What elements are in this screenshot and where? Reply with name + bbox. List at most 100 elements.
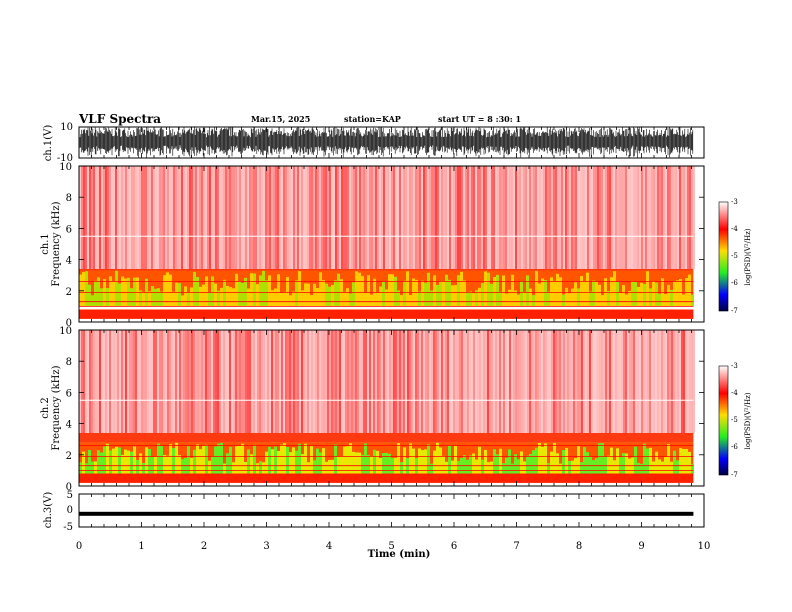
- band-column: [121, 454, 124, 474]
- band-column: [322, 280, 325, 307]
- band-column: [589, 456, 592, 474]
- spectral-column: [691, 166, 693, 269]
- time-tick-label: 7: [513, 541, 519, 552]
- spectral-column: [667, 330, 669, 433]
- spectral-column: [621, 330, 623, 433]
- spectral-column: [381, 166, 383, 269]
- spectral-column: [181, 166, 183, 269]
- spectral-column: [223, 330, 225, 433]
- band-column: [379, 286, 382, 307]
- spectral-column: [311, 166, 313, 269]
- spectral-column: [183, 330, 185, 433]
- band-column: [610, 277, 613, 307]
- spectral-column: [277, 330, 279, 433]
- spectral-column: [407, 330, 409, 433]
- spectral-column: [455, 166, 457, 269]
- spectral-column: [525, 166, 527, 269]
- spectral-column: [129, 330, 131, 433]
- spectral-column: [505, 330, 507, 433]
- spectral-column: [635, 166, 637, 269]
- spectral-column: [601, 166, 603, 269]
- band-column: [475, 459, 478, 474]
- spectral-column: [605, 166, 607, 269]
- spectral-column: [495, 166, 497, 269]
- spectral-column: [337, 330, 339, 433]
- spectral-column: [523, 330, 525, 433]
- spectral-column: [683, 166, 685, 269]
- spectral-column: [359, 166, 361, 269]
- spectral-column: [561, 330, 563, 433]
- band-column: [478, 287, 481, 307]
- spectral-column: [513, 330, 515, 433]
- spectral-column: [469, 166, 471, 269]
- spectral-column: [133, 330, 135, 433]
- band-column: [280, 292, 283, 307]
- band-column: [139, 453, 142, 474]
- spectral-column: [383, 330, 385, 433]
- spectral-column: [623, 330, 625, 433]
- spectral-column: [361, 330, 363, 433]
- band-column: [97, 450, 100, 474]
- spectral-column: [543, 166, 545, 269]
- spectral-column: [645, 330, 647, 433]
- spectral-column: [429, 330, 431, 433]
- spectral-column: [165, 166, 167, 269]
- spectral-column: [333, 166, 335, 269]
- spectral-column: [357, 166, 359, 269]
- spectral-column: [363, 330, 365, 433]
- band-column: [268, 446, 271, 474]
- spectral-column: [581, 330, 583, 433]
- spectral-column: [263, 330, 265, 433]
- band-column: [358, 452, 361, 474]
- band-column: [307, 462, 310, 474]
- spectral-column: [191, 166, 193, 269]
- band-column: [607, 291, 610, 307]
- band-column: [430, 290, 433, 307]
- band-column: [487, 462, 490, 474]
- band-column: [214, 446, 217, 474]
- band-column: [139, 290, 142, 307]
- spectral-column: [169, 166, 171, 269]
- band-column: [262, 270, 265, 307]
- spectral-column: [265, 166, 267, 269]
- band-column: [112, 281, 115, 307]
- spectral-column: [443, 166, 445, 269]
- spectral-column: [499, 330, 501, 433]
- band-transition: [79, 269, 694, 271]
- spectral-column: [269, 166, 271, 269]
- band-column: [187, 446, 190, 474]
- band-column: [382, 281, 385, 307]
- spectral-column: [533, 330, 535, 433]
- spectral-column: [397, 166, 399, 269]
- spectral-column: [377, 330, 379, 433]
- band-column: [181, 295, 184, 307]
- band-column: [97, 277, 100, 307]
- spectral-column: [203, 166, 205, 269]
- band-column: [226, 286, 229, 307]
- spectral-column: [487, 166, 489, 269]
- spectral-column: [573, 166, 575, 269]
- band-column: [286, 277, 289, 307]
- spectral-column: [307, 166, 309, 269]
- band-column: [388, 453, 391, 474]
- freq-tick-label: 6: [66, 224, 72, 235]
- spectral-column: [441, 330, 443, 433]
- spectral-column: [137, 330, 139, 433]
- band-column: [421, 450, 424, 474]
- spectral-column: [673, 166, 675, 269]
- band-column: [445, 461, 448, 474]
- spectral-column: [235, 166, 237, 269]
- band-column: [592, 280, 595, 307]
- spectral-column: [557, 166, 559, 269]
- spectral-column: [301, 330, 303, 433]
- spectral-column: [203, 330, 205, 433]
- spectral-column: [403, 166, 405, 269]
- spectral-column: [559, 330, 561, 433]
- spectral-column: [677, 330, 679, 433]
- spectral-column: [501, 330, 503, 433]
- spectral-column: [475, 166, 477, 269]
- spectral-column: [669, 166, 671, 269]
- band-column: [670, 461, 673, 474]
- spectral-column: [345, 166, 347, 269]
- band-column: [202, 284, 205, 307]
